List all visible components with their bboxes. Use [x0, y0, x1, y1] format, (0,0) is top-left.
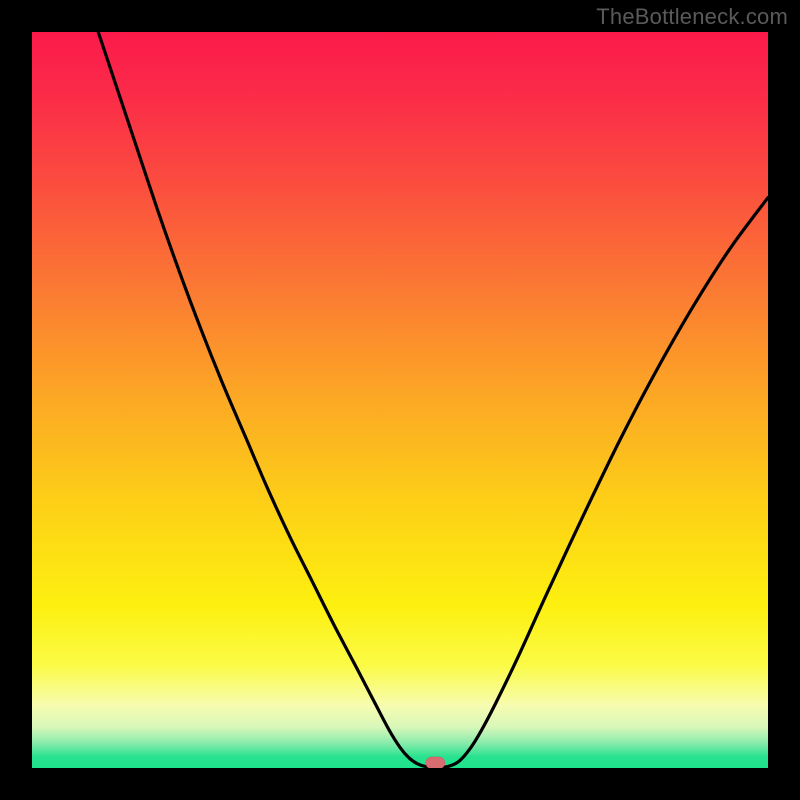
- optimum-marker: [426, 757, 445, 769]
- bottleneck-curve-chart: [0, 0, 800, 800]
- chart-frame: TheBottleneck.com: [0, 0, 800, 800]
- plot-background-gradient: [32, 32, 768, 768]
- watermark-text: TheBottleneck.com: [596, 4, 788, 30]
